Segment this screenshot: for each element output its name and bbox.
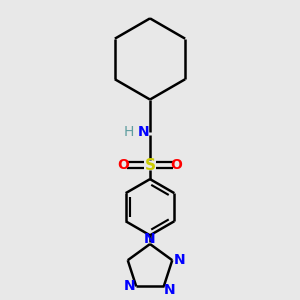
Text: H: H [124, 125, 134, 139]
Text: N: N [144, 232, 156, 246]
Text: N: N [137, 125, 149, 139]
Text: N: N [173, 253, 185, 267]
Text: N: N [124, 279, 135, 293]
Text: N: N [164, 283, 176, 296]
Text: O: O [118, 158, 129, 172]
Text: S: S [145, 158, 155, 172]
Text: O: O [171, 158, 182, 172]
